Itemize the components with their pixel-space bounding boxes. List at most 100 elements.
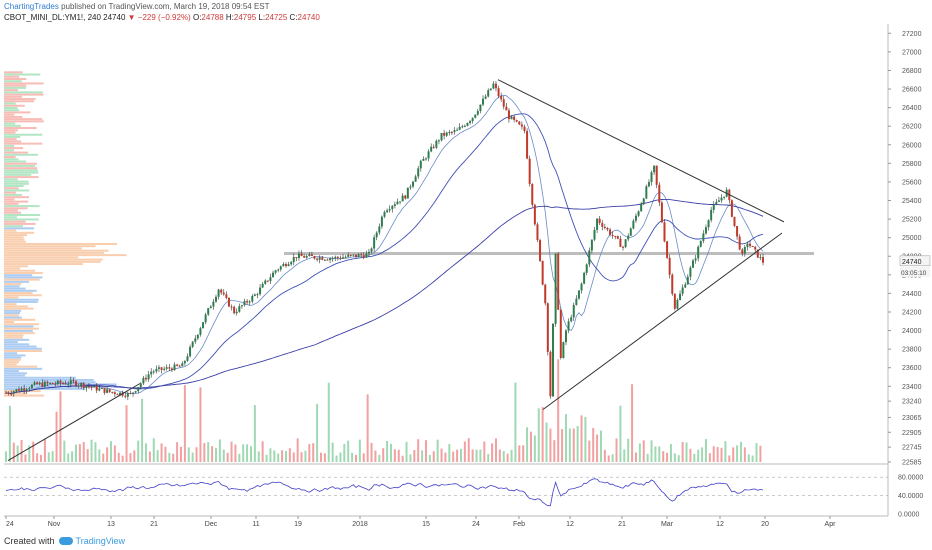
volume-bar bbox=[152, 438, 155, 462]
volume-bar bbox=[514, 382, 517, 462]
candle-down bbox=[17, 389, 20, 391]
volume-bar bbox=[631, 384, 634, 462]
volume-bar bbox=[444, 452, 447, 462]
profile-bar bbox=[4, 341, 18, 344]
volume-bar bbox=[218, 439, 221, 462]
candle-up bbox=[132, 392, 135, 394]
candle-down bbox=[54, 383, 57, 385]
price-tick-label: 23065 bbox=[902, 415, 922, 422]
volume-bar bbox=[654, 446, 657, 462]
volume-bar bbox=[319, 452, 322, 462]
author-link[interactable]: ChartingTrades bbox=[4, 2, 59, 11]
volume-bar bbox=[281, 450, 284, 462]
candle-down bbox=[663, 222, 666, 242]
candle-down bbox=[611, 234, 614, 236]
profile-bar bbox=[4, 276, 43, 279]
profile-bar bbox=[4, 189, 30, 192]
volume-bar bbox=[284, 450, 287, 462]
candle-down bbox=[494, 83, 497, 89]
candle-up bbox=[165, 367, 168, 369]
candle-up bbox=[702, 233, 705, 241]
time-tick-label: 21 bbox=[618, 521, 626, 528]
profile-bar bbox=[4, 138, 17, 141]
volume-bar bbox=[137, 440, 140, 462]
candle-down bbox=[738, 236, 741, 250]
volume-bar bbox=[382, 448, 385, 462]
profile-bar bbox=[4, 140, 22, 143]
profile-bar bbox=[4, 378, 94, 381]
lower-trend-line bbox=[542, 232, 783, 410]
footer: Created with TradingView bbox=[4, 536, 125, 546]
profile-bar bbox=[4, 180, 29, 183]
profile-bar bbox=[4, 316, 22, 319]
candle-down bbox=[82, 383, 85, 388]
profile-bar bbox=[4, 98, 36, 101]
candle-up bbox=[435, 140, 438, 148]
volume-bar bbox=[261, 441, 264, 462]
candle-down bbox=[62, 383, 65, 385]
candle-down bbox=[518, 121, 521, 125]
profile-bar bbox=[4, 338, 30, 341]
volume-profile bbox=[4, 71, 127, 397]
candle-up bbox=[743, 246, 746, 254]
candle-up bbox=[409, 186, 412, 188]
volume-bar bbox=[596, 434, 599, 462]
candle-up bbox=[456, 129, 459, 131]
time-tick-label: Mar bbox=[661, 521, 674, 528]
profile-bar bbox=[4, 247, 82, 250]
close-label: C: bbox=[289, 13, 298, 22]
volume-bar bbox=[724, 441, 727, 462]
price-tick-label: 22905 bbox=[902, 430, 922, 437]
candle-up bbox=[412, 181, 415, 187]
candle-down bbox=[230, 306, 233, 308]
tradingview-logo[interactable]: TradingView bbox=[58, 536, 125, 546]
volume-bar bbox=[308, 444, 311, 462]
volume-bar bbox=[716, 447, 719, 462]
volume-bar bbox=[599, 430, 602, 462]
candle-up bbox=[624, 239, 627, 248]
candle-up bbox=[399, 201, 402, 203]
price-tick-label: 27000 bbox=[902, 49, 922, 56]
candle-up bbox=[692, 260, 695, 268]
time-tick-label: 12 bbox=[716, 521, 724, 528]
volume-bar bbox=[43, 439, 46, 462]
candle-down bbox=[129, 392, 132, 394]
candle-down bbox=[520, 124, 523, 127]
volume-bar bbox=[386, 440, 389, 462]
profile-bar bbox=[4, 133, 43, 136]
candle-down bbox=[168, 367, 171, 369]
volume-bar bbox=[669, 444, 672, 462]
profile-bar bbox=[4, 167, 38, 170]
volume-bar bbox=[71, 451, 74, 462]
candle-up bbox=[38, 382, 41, 385]
candle-up bbox=[69, 380, 72, 385]
volume-bar bbox=[619, 405, 622, 462]
candle-up bbox=[287, 264, 290, 266]
volume-bar bbox=[230, 441, 233, 462]
candle-down bbox=[64, 383, 67, 385]
volume-bar bbox=[541, 407, 544, 462]
volume-bar bbox=[144, 443, 147, 462]
volume-bar bbox=[141, 398, 144, 462]
candle-up bbox=[199, 328, 202, 335]
volume-bar bbox=[553, 440, 556, 462]
profile-bar bbox=[4, 329, 33, 332]
volume-bar bbox=[323, 453, 326, 462]
candle-up bbox=[463, 125, 466, 127]
profile-bar bbox=[4, 269, 35, 272]
candle-down bbox=[557, 253, 560, 310]
candle-up bbox=[715, 201, 718, 205]
profile-bar bbox=[4, 258, 103, 261]
candle-up bbox=[147, 374, 150, 380]
price-tick-label: 25000 bbox=[902, 235, 922, 242]
last-price: 24740 bbox=[103, 13, 126, 22]
candle-up bbox=[484, 96, 487, 99]
candle-down bbox=[673, 293, 676, 309]
volume-bar bbox=[288, 448, 291, 462]
price-axis: 27200 27000 26800 26600 26400 26200 26000 25800… bbox=[888, 31, 931, 467]
upper-trend-line bbox=[497, 79, 785, 223]
volume-bar bbox=[160, 443, 163, 462]
symbol-label: CBOT_MINI_DL:YM1!, 240 bbox=[4, 13, 101, 22]
candle-down bbox=[606, 227, 609, 230]
